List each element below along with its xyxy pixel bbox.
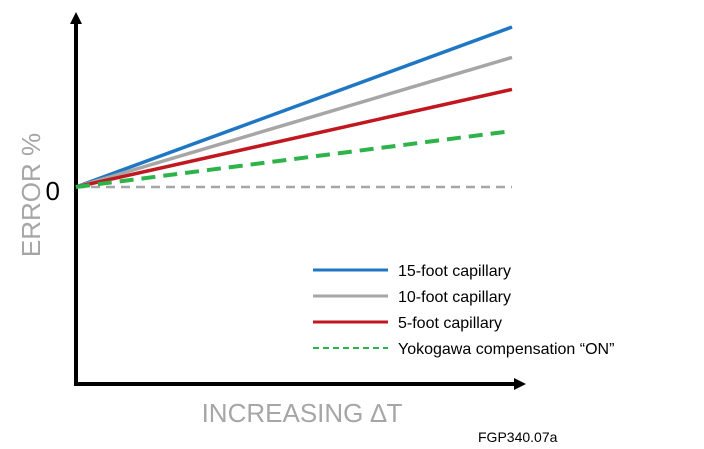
legend-label-2: 10-foot capillary <box>398 289 511 306</box>
series-line-4 <box>75 129 513 189</box>
series-group <box>75 25 513 189</box>
series-line-3 <box>75 87 513 189</box>
y-axis-title: ERROR % <box>16 133 46 257</box>
legend-label-4: Yokogawa compensation “ON” <box>398 341 614 358</box>
legend-label-3: 5-foot capillary <box>398 315 502 332</box>
legend-label-1: 15-foot capillary <box>398 263 511 280</box>
series-line-2 <box>75 55 513 189</box>
x-axis-arrow-icon <box>514 378 526 390</box>
y-axis-arrow-icon <box>70 12 82 24</box>
legend: 15-foot capillary 10-foot capillary 5-foot… <box>313 263 614 358</box>
series-line-1 <box>75 25 513 189</box>
figure-code: FGP340.07a <box>478 429 558 445</box>
y-tick-zero: 0 <box>46 176 60 206</box>
x-axis-title: INCREASING ∆T <box>202 398 403 428</box>
